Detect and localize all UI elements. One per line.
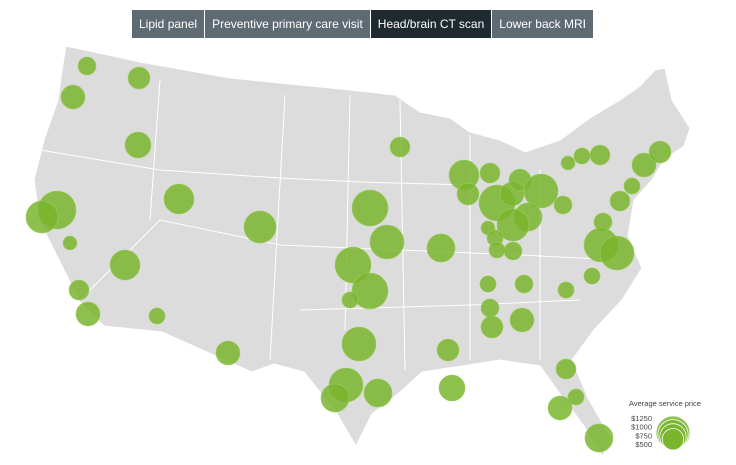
bubble <box>124 131 152 159</box>
bubble <box>215 340 241 366</box>
bubble <box>436 338 460 362</box>
bubble <box>341 326 377 362</box>
legend-label: $750 <box>635 431 652 440</box>
state-borders <box>39 79 621 371</box>
bubble <box>77 56 97 76</box>
bubble <box>163 183 195 215</box>
bubble <box>560 155 576 171</box>
bubble <box>479 162 501 184</box>
bubble <box>351 272 389 310</box>
bubble <box>553 195 573 215</box>
bubble <box>456 182 480 206</box>
bubble <box>479 275 497 293</box>
bubble <box>148 307 166 325</box>
tab[interactable]: Head/brain CT scan <box>370 10 492 38</box>
bubble <box>573 147 591 165</box>
bubble <box>623 177 641 195</box>
bubble <box>583 267 601 285</box>
bubble <box>488 241 506 259</box>
bubble <box>480 298 500 318</box>
bubble <box>109 249 141 281</box>
bubble <box>320 383 350 413</box>
bubble <box>599 235 635 271</box>
bubble <box>523 173 559 209</box>
bubble <box>509 307 535 333</box>
tab-bar: Lipid panel Preventive primary care visit… <box>132 10 593 38</box>
bubble <box>503 241 523 261</box>
bubble <box>363 378 393 408</box>
bubble <box>438 374 466 402</box>
bubble <box>631 152 657 178</box>
tab[interactable]: Preventive primary care visit <box>205 10 370 38</box>
bubble <box>514 274 534 294</box>
bubble <box>609 190 631 212</box>
bubble <box>496 208 530 242</box>
bubble <box>389 136 411 158</box>
bubble-layer <box>25 56 672 453</box>
bubble <box>127 66 151 90</box>
legend-label: $1000 <box>631 423 652 432</box>
bubble <box>62 235 78 251</box>
legend: $1250$1000$750$500 <box>631 414 691 451</box>
bubble <box>589 144 611 166</box>
bubble <box>75 301 101 327</box>
bubble <box>369 224 405 260</box>
bubble <box>334 246 372 284</box>
tab[interactable]: Lipid panel <box>132 10 205 38</box>
bubble <box>584 423 614 453</box>
bubble <box>68 279 90 301</box>
bubble <box>480 315 504 339</box>
legend-label: $500 <box>635 440 652 449</box>
bubble <box>351 189 389 227</box>
bubble <box>426 233 456 263</box>
legend-title: Average service price <box>629 399 701 408</box>
bubble <box>555 358 577 380</box>
tab[interactable]: Lower back MRI <box>492 10 593 38</box>
bubble <box>567 388 585 406</box>
bubble <box>547 395 573 421</box>
legend-label: $1250 <box>631 414 652 423</box>
bubble <box>25 200 59 234</box>
bubble <box>341 291 359 309</box>
bubble <box>60 84 86 110</box>
bubble <box>243 210 277 244</box>
legend-circle <box>661 428 685 451</box>
bubble <box>557 281 575 299</box>
bubble <box>648 140 672 164</box>
